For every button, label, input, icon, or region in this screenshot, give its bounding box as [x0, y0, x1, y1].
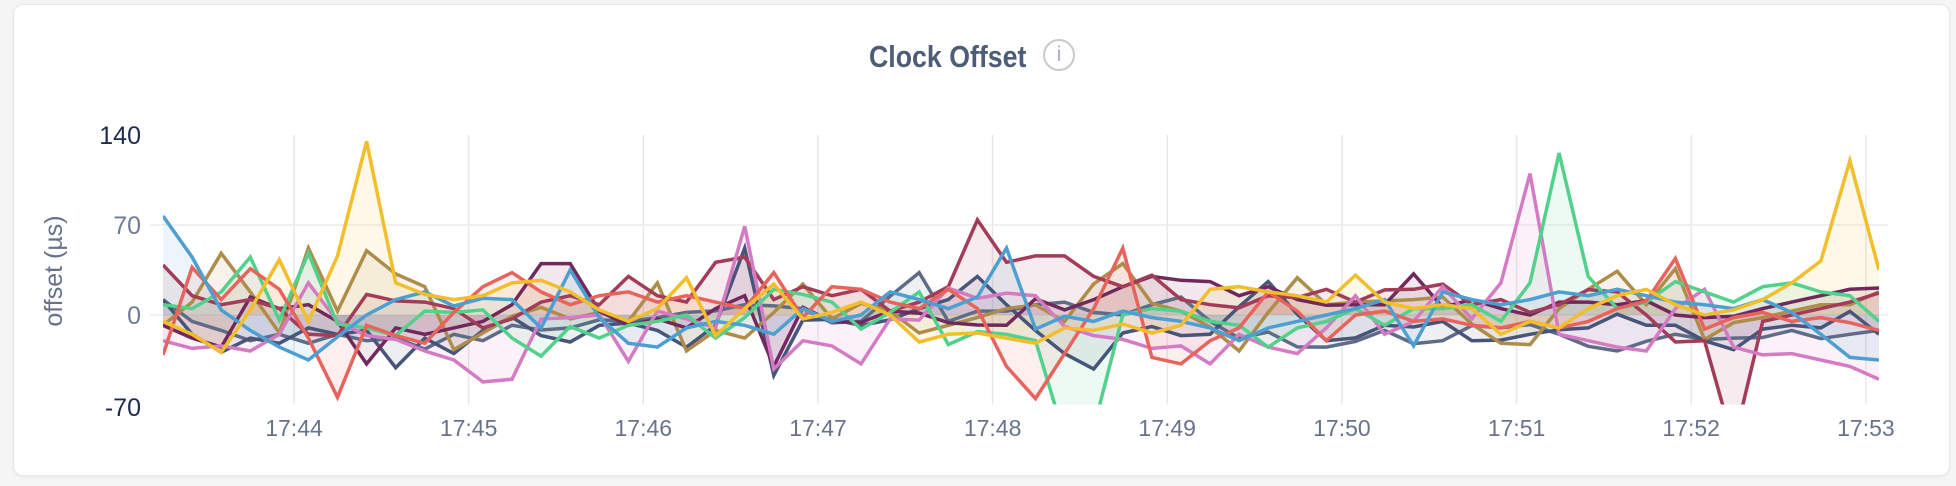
- svg-text:17:49: 17:49: [1138, 415, 1196, 441]
- svg-text:17:48: 17:48: [964, 415, 1022, 441]
- svg-text:17:44: 17:44: [265, 415, 323, 441]
- svg-text:0: 0: [127, 302, 141, 330]
- svg-text:17:45: 17:45: [440, 415, 498, 441]
- svg-text:offset (µs): offset (µs): [40, 215, 68, 326]
- svg-text:17:52: 17:52: [1662, 415, 1720, 441]
- svg-text:17:53: 17:53: [1837, 415, 1895, 441]
- svg-text:140: 140: [99, 122, 141, 150]
- svg-text:17:50: 17:50: [1313, 415, 1371, 441]
- svg-text:17:46: 17:46: [615, 415, 673, 441]
- svg-text:17:47: 17:47: [789, 415, 847, 441]
- svg-text:70: 70: [113, 212, 141, 240]
- svg-text:17:51: 17:51: [1488, 415, 1546, 441]
- svg-text:-70: -70: [105, 394, 141, 422]
